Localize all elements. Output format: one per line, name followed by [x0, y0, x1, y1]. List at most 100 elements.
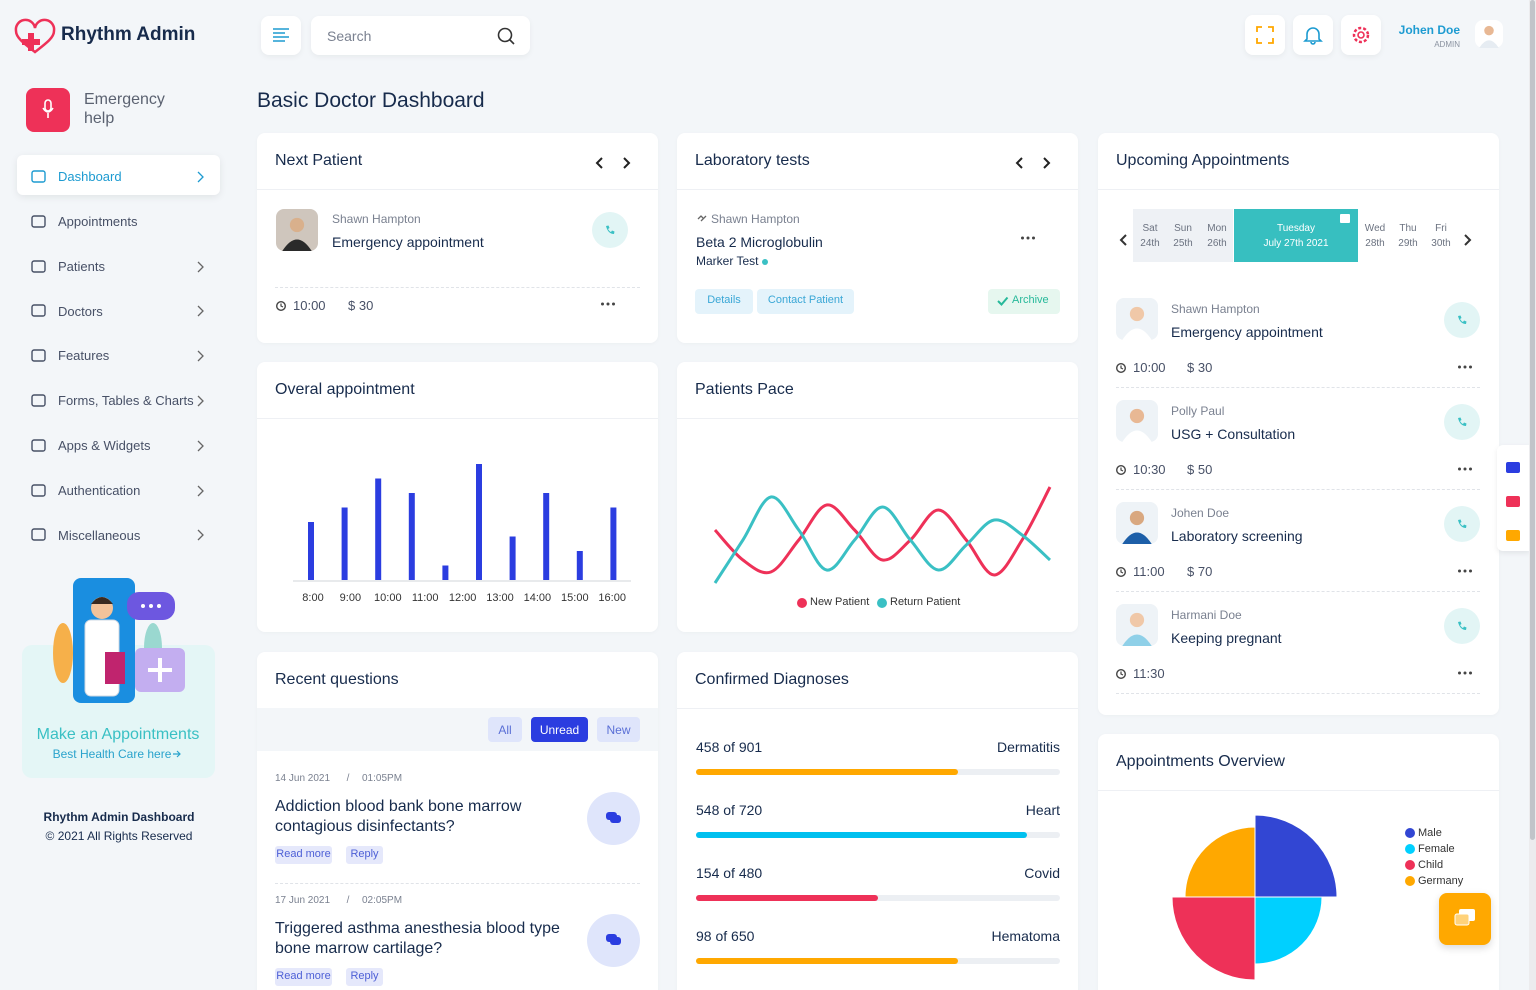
legend-label: Female: [1418, 843, 1455, 856]
menu-item[interactable]: Features: [58, 348, 110, 364]
calendar-date[interactable]: 28th: [1365, 238, 1385, 249]
calendar-day[interactable]: Wed: [1364, 223, 1386, 234]
question-text[interactable]: Addiction blood bank bone marrow contagi…: [275, 798, 522, 835]
question-text[interactable]: Triggered asthma anesthesia blood type b…: [275, 920, 560, 957]
calendar-day[interactable]: Sat: [1142, 223, 1158, 234]
clock-icon: [1115, 464, 1127, 476]
test-subtitle: Marker Test: [696, 253, 759, 268]
shape: [1458, 569, 1461, 573]
shape: [610, 815, 621, 823]
user-role: ADMIN: [1434, 40, 1460, 50]
filter-button[interactable]: [597, 717, 640, 742]
calendar-day[interactable]: Thu: [1399, 223, 1417, 234]
footer-title: Rhythm Admin Dashboard: [43, 809, 195, 824]
call-button[interactable]: [1444, 302, 1480, 338]
shape: [1469, 671, 1472, 675]
menu-item[interactable]: Authentication: [58, 482, 141, 498]
bar: [341, 507, 348, 580]
x-tick-label: 12:00: [448, 592, 477, 605]
patient-name: Shawn Hampton: [332, 211, 421, 226]
call-button[interactable]: [592, 212, 628, 248]
menu-item[interactable]: Dashboard: [58, 169, 122, 185]
menu-item[interactable]: Patients: [58, 258, 105, 274]
calendar-date[interactable]: 24th: [1140, 238, 1160, 249]
menu-item[interactable]: Appointments: [58, 214, 138, 229]
filter-button[interactable]: [531, 717, 588, 742]
price: $ 30: [348, 298, 374, 314]
search-box[interactable]: [311, 16, 530, 55]
calendar-day[interactable]: Fri: [1435, 223, 1447, 234]
menu-item[interactable]: Doctors: [58, 303, 103, 319]
calendar-date[interactable]: July 27th 2021: [1263, 238, 1329, 249]
shape: [1120, 365, 1124, 370]
shape: [31, 259, 46, 273]
tag-button[interactable]: [346, 846, 383, 864]
calendar-day[interactable]: Sun: [1174, 223, 1192, 234]
shape: [31, 215, 46, 228]
shape: [1469, 569, 1472, 573]
time: 10:00: [1133, 360, 1166, 376]
call-button[interactable]: [1444, 608, 1480, 644]
tag-button[interactable]: [346, 968, 383, 986]
archive-button[interactable]: [988, 289, 1060, 314]
shape: [275, 300, 287, 312]
card-divider: [1098, 790, 1499, 791]
diagnosis-name: Covid: [1024, 864, 1060, 881]
side-icon[interactable]: [1506, 530, 1520, 541]
tag-button[interactable]: [275, 968, 332, 986]
phone-icon: [1458, 315, 1467, 324]
tag-button[interactable]: [757, 289, 854, 314]
x-tick-label: 13:00: [486, 592, 514, 605]
shape: [1032, 236, 1035, 240]
menu-icon: [31, 170, 46, 183]
patient-name: Harmani Doe: [1171, 607, 1242, 622]
emergency-label[interactable]: Emergency help: [84, 91, 165, 127]
promo-link[interactable]: Best Health Care here: [52, 746, 172, 761]
card-divider: [677, 189, 1078, 190]
progress-bar: [696, 769, 959, 775]
menu-item[interactable]: Forms, Tables & Charts: [58, 393, 194, 409]
settings-button[interactable]: [1341, 15, 1381, 55]
calendar-date[interactable]: 30th: [1431, 238, 1451, 249]
fullscreen-button[interactable]: [1245, 15, 1285, 55]
shape: [612, 302, 615, 306]
calendar-day[interactable]: Mon: [1207, 223, 1227, 234]
phone-icon: [1458, 417, 1467, 426]
menu-button[interactable]: [261, 16, 301, 55]
menu-active: [17, 155, 220, 195]
x-tick-label: 9:00: [339, 592, 362, 605]
polar-slice: [1254, 814, 1338, 898]
menu-item[interactable]: Apps & Widgets: [58, 438, 151, 453]
side-icon[interactable]: [1506, 462, 1520, 473]
bar: [476, 464, 482, 580]
separator: /: [346, 895, 350, 906]
calendar-date[interactable]: 29th: [1398, 238, 1418, 249]
calendar-date[interactable]: 26th: [1207, 238, 1227, 249]
x-tick-label: 15:00: [561, 592, 589, 605]
tag-button[interactable]: [695, 289, 753, 314]
polar-slice: [1254, 896, 1323, 965]
shape: [1463, 671, 1467, 675]
filter-button[interactable]: [488, 717, 522, 742]
menu-item[interactable]: Miscellaneous: [58, 527, 141, 543]
tag-label: Reply: [350, 970, 379, 983]
card-divider: [677, 708, 1078, 709]
call-button[interactable]: [1444, 404, 1480, 440]
shape: [289, 217, 305, 233]
calendar-selected[interactable]: [1234, 209, 1358, 262]
tag-label: Details: [707, 294, 741, 307]
shape: [1458, 467, 1461, 471]
archive-label: Archive: [1012, 294, 1049, 307]
calendar-day[interactable]: Tuesday: [1277, 223, 1315, 234]
call-button[interactable]: [1444, 506, 1480, 542]
notifications-button[interactable]: [1293, 15, 1333, 55]
side-icon[interactable]: [1506, 496, 1520, 507]
filter-label: New: [606, 722, 631, 737]
scrollbar-thumb[interactable]: [1530, 0, 1535, 840]
tag-label: Contact Patient: [767, 294, 844, 307]
tag-button[interactable]: [275, 846, 332, 864]
more-icon: [1458, 671, 1472, 675]
calendar-date[interactable]: 25th: [1173, 238, 1193, 249]
emergency-icon[interactable]: [26, 88, 70, 132]
